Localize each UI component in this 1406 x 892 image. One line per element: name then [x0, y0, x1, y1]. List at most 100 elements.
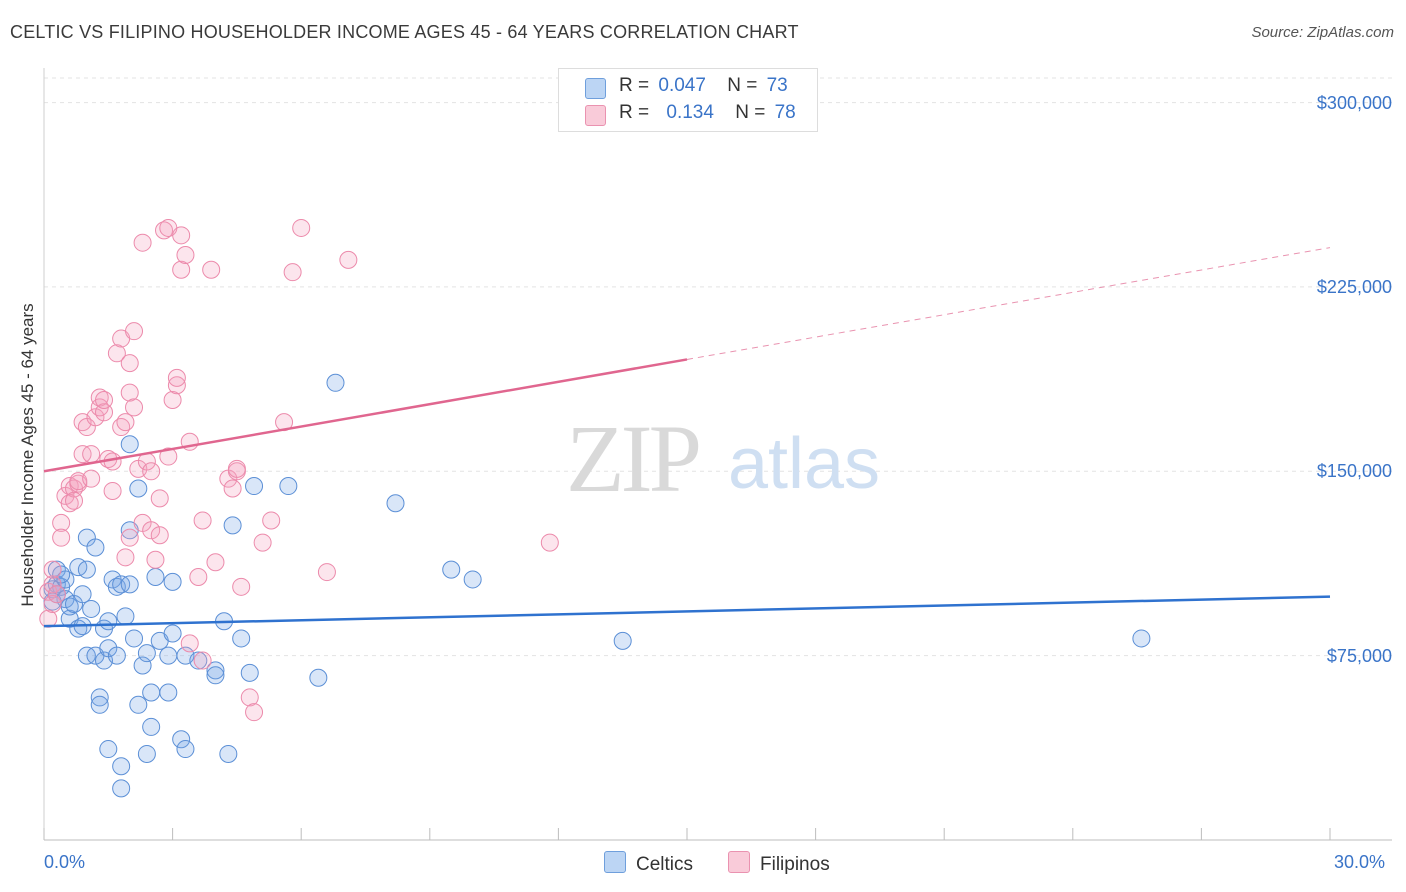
filipino-point — [176, 245, 195, 264]
y-tick-label: $225,000 — [1316, 276, 1392, 297]
celtic-point — [240, 663, 259, 682]
celtic-point — [142, 683, 161, 702]
filipino-point — [232, 577, 251, 596]
celtic-point — [146, 567, 165, 586]
filipino-point — [262, 511, 281, 530]
filipino-point — [283, 263, 302, 282]
trend-layer — [43, 247, 1331, 628]
legend-r-value-celtics: 0.047 — [658, 75, 706, 96]
y-axis-label: Householder Income Ages 45 - 64 years — [18, 303, 37, 607]
celtic-point — [142, 717, 161, 736]
filipino-point — [167, 376, 186, 395]
filipino-point — [120, 528, 139, 547]
bottom-legend-filipinos: Filipinos — [728, 851, 830, 876]
filipino-point — [95, 391, 114, 410]
filipino-point — [65, 491, 84, 510]
celtic-point — [189, 651, 208, 670]
filipino-point — [120, 383, 139, 402]
filipino-point — [43, 575, 62, 594]
celtic-point — [99, 612, 118, 631]
celtic-point — [163, 624, 182, 643]
filipino-point — [47, 585, 66, 604]
points-layer — [39, 218, 1151, 798]
x-tick-label-max: 30.0% — [1334, 852, 1386, 872]
celtic-point — [99, 740, 118, 759]
filipino-point — [125, 322, 144, 341]
filipino-point — [82, 469, 101, 488]
bottom-legend-celtics: Celtics — [604, 851, 693, 876]
filipino-point — [339, 250, 358, 269]
legend-n-label: N = — [727, 75, 758, 96]
celtic-point — [129, 695, 148, 714]
filipino-point — [180, 634, 199, 653]
y-tick-label: $75,000 — [1326, 645, 1392, 666]
celtic-point — [219, 744, 238, 763]
x-tick-label-min: 0.0% — [44, 852, 86, 872]
filipino-point — [133, 233, 152, 252]
celtic-point — [163, 572, 182, 591]
filipino-point — [150, 526, 169, 545]
celtic-point — [86, 538, 105, 557]
legend-n-value-filipinos: 78 — [774, 102, 796, 123]
filipino-point — [172, 260, 191, 279]
legend-swatch-celtics — [585, 78, 606, 99]
bottom-legend-label-celtics: Celtics — [636, 854, 694, 875]
filipino-point — [227, 459, 246, 478]
y-tick-label: $300,000 — [1316, 92, 1392, 113]
watermark-zip: ZIP — [566, 405, 699, 512]
filipino-trend-line — [43, 358, 688, 473]
filipino-point — [142, 521, 161, 540]
celtic-point — [206, 661, 225, 680]
celtic-point — [120, 435, 139, 454]
filipino-point — [163, 391, 182, 410]
y-tick-label: $150,000 — [1316, 461, 1392, 482]
celtic-point — [137, 644, 156, 663]
filipino-point — [43, 595, 62, 614]
celtic-point — [90, 695, 109, 714]
celtic-point — [159, 683, 178, 702]
celtic-point — [112, 757, 131, 776]
celtic-point — [463, 570, 482, 589]
filipino-point — [159, 447, 178, 466]
bottom-legend-swatch-filipinos — [728, 851, 750, 873]
celtic-point — [442, 560, 461, 579]
filipino-point — [193, 651, 212, 670]
filipino-point — [43, 560, 62, 579]
filipino-point — [317, 563, 336, 582]
filipino-point — [167, 368, 186, 387]
celtic-point — [309, 668, 328, 687]
legend-n-label: N = — [735, 102, 766, 123]
legend-r-label: R = — [619, 102, 650, 123]
source-label: Source: ZipAtlas.com — [1251, 24, 1394, 41]
filipino-point — [146, 550, 165, 569]
filipino-point — [189, 567, 208, 586]
celtic-point — [245, 477, 264, 496]
celtic-point — [82, 599, 101, 618]
filipino-point — [116, 413, 135, 432]
celtic-point — [116, 607, 135, 626]
filipino-point — [253, 533, 272, 552]
watermark: ZIP atlas — [566, 405, 880, 512]
celtic-point — [206, 666, 225, 685]
celtic-point — [90, 688, 109, 707]
celtic-point — [613, 631, 632, 650]
filipino-point — [52, 528, 71, 547]
celtic-point — [112, 779, 131, 798]
celtic-point — [120, 575, 139, 594]
axes-layer — [43, 68, 1392, 841]
chart-title: CELTIC VS FILIPINO HOUSEHOLDER INCOME AG… — [10, 22, 799, 42]
celtic-trend-line — [43, 595, 1331, 628]
filipino-point — [540, 533, 559, 552]
filipino-point — [172, 226, 191, 245]
legend-r-value-filipinos: 0.134 — [666, 102, 714, 123]
legend-r-label: R = — [619, 75, 650, 96]
filipino-point — [150, 489, 169, 508]
filipino-point — [142, 462, 161, 481]
filipino-point — [223, 479, 242, 498]
celtic-point — [125, 629, 144, 648]
celtic-point — [326, 373, 345, 392]
celtic-point — [386, 494, 405, 513]
filipino-point — [107, 344, 126, 363]
celtic-point — [279, 477, 298, 496]
